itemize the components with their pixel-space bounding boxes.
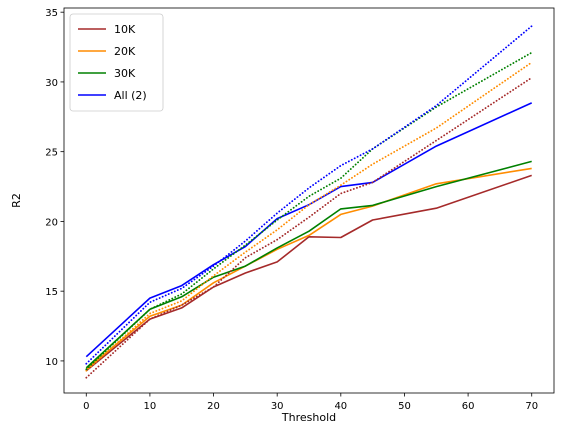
dotted-series-line-5 — [85, 61, 533, 372]
y-tick-label: 10 — [45, 357, 58, 368]
legend: 10K 20K 30K All (2) — [69, 13, 164, 112]
legend-box — [69, 13, 164, 112]
y-tick-label: 30 — [45, 78, 58, 89]
dotted-series-line-7 — [85, 25, 533, 365]
x-tick-label: 70 — [525, 401, 538, 412]
legend-label: 30K — [114, 67, 136, 80]
x-tick-label: 60 — [462, 401, 475, 412]
legend-label: All (2) — [114, 89, 147, 102]
plot-lines — [85, 25, 533, 379]
dotted-series-line-6 — [85, 51, 533, 371]
dotted-series-line-4 — [85, 76, 533, 379]
y-tick-label: 35 — [45, 8, 58, 19]
x-tick-label: 20 — [207, 401, 220, 412]
x-tick-label: 40 — [334, 401, 347, 412]
y-axis-label: R2 — [10, 193, 23, 208]
y-axis: 10 15 20 25 30 35 — [45, 8, 64, 368]
series-line-3 — [85, 102, 533, 358]
x-tick-label: 10 — [144, 401, 157, 412]
y-tick-label: 20 — [45, 217, 58, 228]
series-line-2 — [85, 160, 532, 369]
plot-frame — [63, 7, 555, 394]
x-tick-label: 0 — [83, 401, 89, 412]
x-tick-label: 30 — [271, 401, 284, 412]
y-tick-label: 15 — [45, 287, 58, 298]
x-axis-label: Threshold — [281, 411, 336, 424]
y-tick-label: 25 — [45, 148, 58, 159]
legend-label: 20K — [114, 45, 136, 58]
legend-label: 10K — [114, 23, 136, 36]
x-tick-label: 50 — [398, 401, 411, 412]
x-axis: 0 10 20 30 40 50 60 70 — [83, 393, 538, 412]
series-line-0 — [85, 174, 532, 372]
